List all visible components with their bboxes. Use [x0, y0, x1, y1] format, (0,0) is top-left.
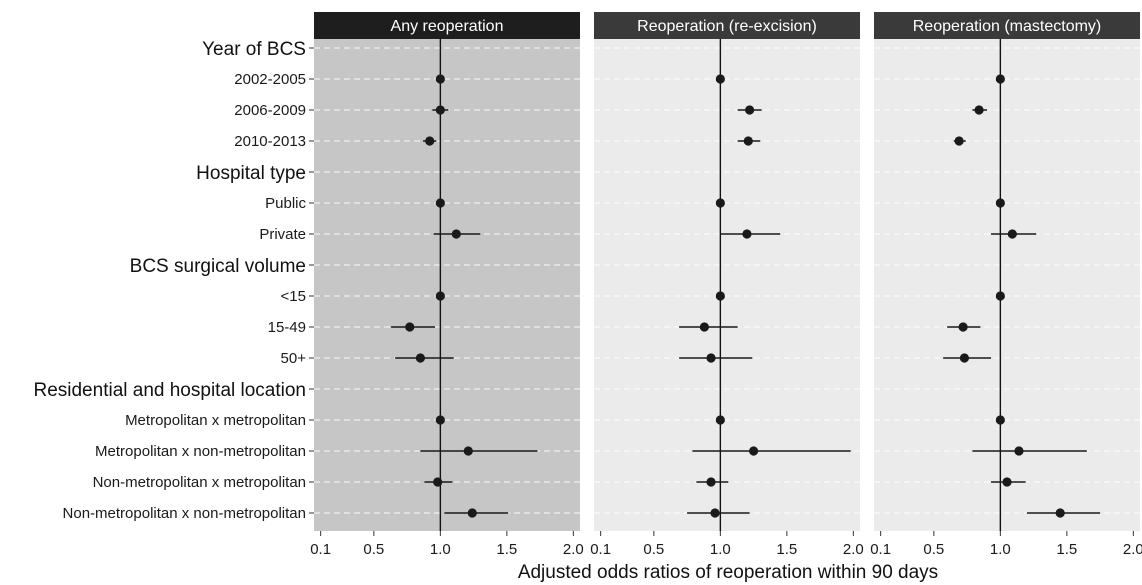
estimate-point — [954, 136, 964, 146]
x-tick-label: 0.5 — [363, 541, 384, 558]
estimate-point — [435, 198, 445, 208]
estimate-point — [435, 415, 445, 425]
row-label: Metropolitan x metropolitan — [125, 412, 306, 429]
panel-strip — [314, 12, 580, 39]
row-label: 2002-2005 — [234, 71, 306, 88]
panel-reoperation-re-excision: Reoperation (re-excision) 0.1 0.5 1.0 1.5 2.0 — [590, 12, 864, 558]
row-label: Public — [265, 195, 306, 212]
panel-background — [314, 39, 580, 531]
x-tick-label: 1.5 — [776, 541, 797, 558]
estimate-point — [958, 322, 968, 332]
x-tick-label: 0.5 — [923, 541, 944, 558]
estimate-point — [743, 136, 753, 146]
group-label: Year of BCS — [202, 39, 306, 60]
group-label: Hospital type — [196, 163, 306, 184]
estimate-point — [433, 477, 443, 487]
panel-strip — [874, 12, 1140, 39]
estimate-point — [435, 291, 445, 301]
estimate-point — [715, 291, 725, 301]
estimate-point — [715, 198, 725, 208]
panel-title: Any reoperation — [391, 18, 504, 35]
panel-title: Reoperation (mastectomy) — [913, 18, 1102, 35]
estimate-point — [974, 105, 984, 115]
estimate-point — [425, 136, 435, 146]
estimate-point — [745, 105, 755, 115]
estimate-point — [995, 74, 1005, 84]
estimate-point — [749, 446, 759, 456]
estimate-point — [715, 415, 725, 425]
row-label: Non-metropolitan x non-metropolitan — [63, 505, 306, 522]
estimate-point — [995, 415, 1005, 425]
estimate-point — [1007, 229, 1017, 239]
x-axis-title: Adjusted odds ratios of reoperation with… — [518, 562, 938, 583]
estimate-point — [1014, 446, 1024, 456]
x-tick-label: 0.1 — [590, 541, 611, 558]
x-tick-label: 1.0 — [990, 541, 1011, 558]
estimate-point — [1002, 477, 1012, 487]
x-tick-label: 0.5 — [643, 541, 664, 558]
panel-strip — [594, 12, 860, 39]
row-label: Metropolitan x non-metropolitan — [95, 443, 306, 460]
x-tick-label: 2.0 — [843, 541, 864, 558]
estimate-point — [710, 508, 720, 518]
estimate-point — [467, 508, 477, 518]
x-tick-label: 1.5 — [1056, 541, 1077, 558]
row-label: 15-49 — [268, 319, 306, 336]
estimate-point — [463, 446, 473, 456]
group-label: BCS surgical volume — [130, 256, 306, 277]
estimate-point — [742, 229, 752, 239]
panel-any-reoperation: Any reoperation 0.1 0.5 1.0 1.5 2.0 — [310, 12, 584, 558]
row-label: Private — [259, 226, 306, 243]
row-label: 2006-2009 — [234, 102, 306, 119]
estimate-point — [415, 353, 425, 363]
x-tick-label: 1.0 — [430, 541, 451, 558]
estimate-point — [706, 477, 716, 487]
panel-title: Reoperation (re-excision) — [637, 18, 817, 35]
estimate-point — [959, 353, 970, 363]
x-tick-label: 1.5 — [496, 541, 517, 558]
row-label: Non-metropolitan x metropolitan — [93, 474, 306, 491]
estimate-point — [435, 105, 445, 115]
estimate-point — [435, 74, 445, 84]
row-label: <15 — [281, 288, 306, 305]
row-labels-layer: Year of BCS 2002-2005 2006-2009 2010-2013 Ho… — [33, 39, 314, 522]
x-tick-label: 0.1 — [870, 541, 891, 558]
estimate-point — [405, 322, 415, 332]
x-tick-label: 2.0 — [563, 541, 584, 558]
estimate-point — [699, 322, 709, 332]
estimate-point — [451, 229, 461, 239]
panel-reoperation-mastectomy: Reoperation (mastectomy) 0.1 0.5 1.0 1.5 2.0 — [870, 12, 1142, 558]
row-label: 50+ — [281, 350, 307, 367]
x-tick-label: 2.0 — [1123, 541, 1142, 558]
estimate-point — [1055, 508, 1065, 518]
estimate-point — [995, 291, 1005, 301]
row-label: 2010-2013 — [234, 133, 306, 150]
x-tick-label: 0.1 — [310, 541, 331, 558]
estimate-point — [995, 198, 1005, 208]
estimate-point — [715, 74, 725, 84]
group-label: Residential and hospital location — [33, 380, 306, 401]
x-tick-label: 1.0 — [710, 541, 731, 558]
estimate-point — [706, 353, 716, 363]
panel-background — [874, 39, 1140, 531]
panel-background — [594, 39, 860, 531]
